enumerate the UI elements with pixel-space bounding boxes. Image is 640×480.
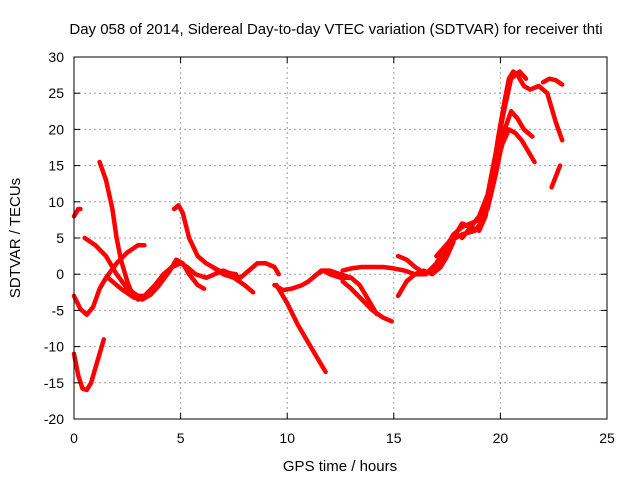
x-axis-label: GPS time / hours xyxy=(283,458,397,475)
x-tick-label: 5 xyxy=(177,430,185,446)
x-tick-label: 25 xyxy=(599,430,615,446)
y-tick-label: 20 xyxy=(48,121,64,137)
series-line-13 xyxy=(340,279,394,324)
series-line-16 xyxy=(395,69,565,277)
y-tick-label: 25 xyxy=(48,85,64,101)
x-tick-label: 0 xyxy=(70,430,78,446)
y-tick-label: 5 xyxy=(56,230,64,246)
series-line-6 xyxy=(105,257,207,302)
series-line-2 xyxy=(71,242,147,317)
grid-lines xyxy=(74,57,607,419)
series-line-4 xyxy=(82,235,147,299)
y-tick-label: 30 xyxy=(48,49,64,65)
y-tick-label: -20 xyxy=(44,411,64,427)
series-line-10 xyxy=(274,282,328,375)
chart-title: Day 058 of 2014, Sidereal Day-to-day VTE… xyxy=(69,21,602,38)
y-tick-label: -5 xyxy=(52,302,65,318)
x-tick-label: 10 xyxy=(279,430,295,446)
y-axis-label: SDTVAR / TECUs xyxy=(7,178,24,298)
series-line-9 xyxy=(210,264,256,295)
x-axis-ticks: 0 5 10 15 20 25 xyxy=(70,57,615,446)
series-line-1 xyxy=(71,206,83,219)
y-tick-label: 0 xyxy=(56,266,64,282)
y-axis-ticks: -20 -15 -10 -5 0 5 10 15 20 25 30 xyxy=(44,49,607,427)
y-tick-label: 10 xyxy=(48,194,64,210)
series-line-19 xyxy=(540,76,565,87)
y-tick-label: -10 xyxy=(44,339,64,355)
series-line-12 xyxy=(310,268,379,317)
y-tick-label: -15 xyxy=(44,375,64,391)
series-line-8 xyxy=(142,261,281,299)
x-tick-label: 20 xyxy=(493,430,509,446)
series-line-18 xyxy=(459,69,529,241)
series-line-3 xyxy=(71,337,107,393)
data-series xyxy=(71,69,565,393)
y-tick-label: 15 xyxy=(48,158,64,174)
x-tick-label: 15 xyxy=(386,430,402,446)
series-line-20 xyxy=(549,163,563,190)
